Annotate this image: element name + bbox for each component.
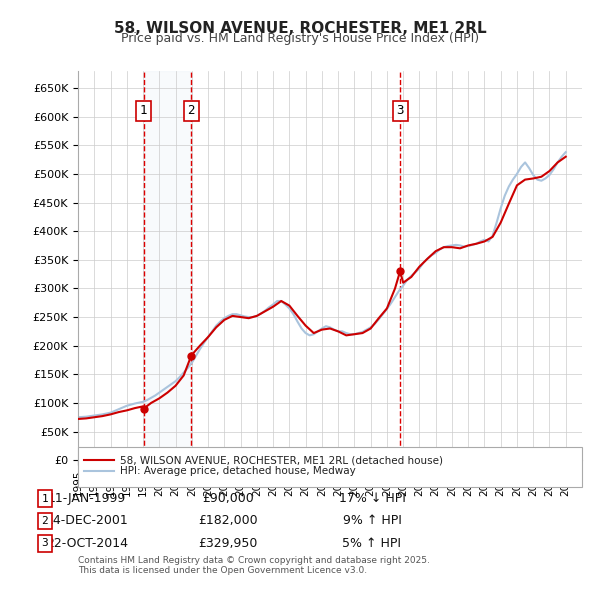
Text: 2: 2	[41, 516, 49, 526]
Text: 1: 1	[140, 104, 147, 117]
Text: 22-OCT-2014: 22-OCT-2014	[46, 537, 128, 550]
Text: £329,950: £329,950	[199, 537, 257, 550]
Bar	[143, 71, 191, 460]
Text: 58, WILSON AVENUE, ROCHESTER, ME1 2RL: 58, WILSON AVENUE, ROCHESTER, ME1 2RL	[113, 21, 487, 35]
Text: 9% ↑ HPI: 9% ↑ HPI	[343, 514, 401, 527]
Text: Price paid vs. HM Land Registry's House Price Index (HPI): Price paid vs. HM Land Registry's House …	[121, 32, 479, 45]
Text: 17% ↓ HPI: 17% ↓ HPI	[338, 492, 406, 505]
Text: 5% ↑ HPI: 5% ↑ HPI	[343, 537, 401, 550]
Text: £90,000: £90,000	[202, 492, 254, 505]
Text: 58, WILSON AVENUE, ROCHESTER, ME1 2RL (detached house): 58, WILSON AVENUE, ROCHESTER, ME1 2RL (d…	[120, 455, 443, 465]
Text: 58, WILSON AVENUE, ROCHESTER, ME1 2RL (detached house): 58, WILSON AVENUE, ROCHESTER, ME1 2RL (d…	[120, 455, 443, 465]
Text: HPI: Average price, detached house, Medway: HPI: Average price, detached house, Medw…	[120, 467, 356, 476]
Text: £182,000: £182,000	[198, 514, 258, 527]
Text: 3: 3	[41, 539, 49, 548]
Text: 1: 1	[41, 494, 49, 503]
Text: 11-JAN-1999: 11-JAN-1999	[48, 492, 126, 505]
Text: 3: 3	[397, 104, 404, 117]
Text: HPI: Average price, detached house, Medway: HPI: Average price, detached house, Medw…	[120, 467, 356, 476]
Text: Contains HM Land Registry data © Crown copyright and database right 2025.
This d: Contains HM Land Registry data © Crown c…	[78, 556, 430, 575]
Text: 14-DEC-2001: 14-DEC-2001	[46, 514, 128, 527]
Text: 2: 2	[187, 104, 195, 117]
